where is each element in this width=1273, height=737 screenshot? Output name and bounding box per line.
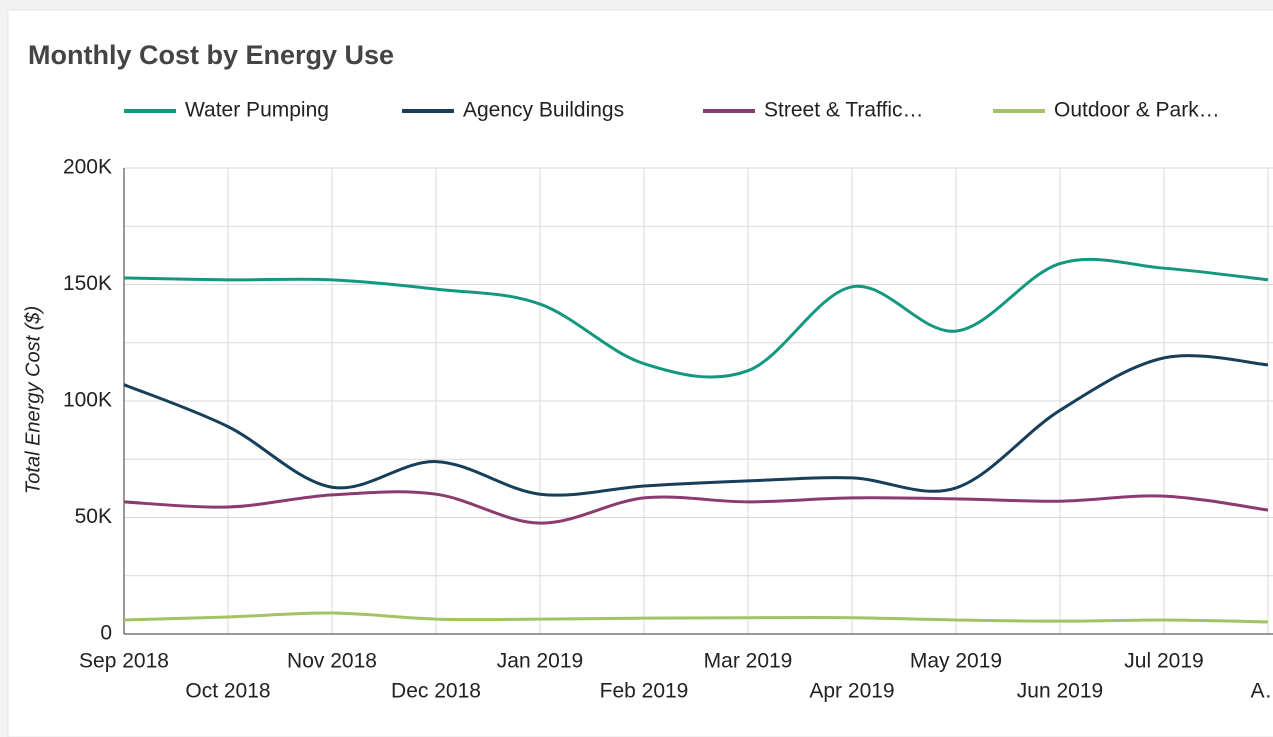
legend-label: Water Pumping — [185, 99, 329, 122]
y-tick-label: 0 — [100, 622, 112, 645]
series-line — [123, 354, 1269, 497]
x-tick-label: Apr 2019 — [809, 680, 894, 703]
series-line — [123, 611, 1269, 624]
x-tick-label: Dec 2018 — [391, 680, 481, 703]
y-tick-label: 200K — [63, 156, 112, 179]
x-tick-label: A… — [1250, 680, 1273, 703]
x-tick-label: Feb 2019 — [600, 680, 689, 703]
x-tick-label: Mar 2019 — [704, 650, 793, 673]
x-tick-label: Jan 2019 — [497, 650, 583, 673]
x-tick-label: Jun 2019 — [1017, 680, 1103, 703]
chart-title: Monthly Cost by Energy Use — [28, 40, 394, 70]
x-tick-label: Jul 2019 — [1124, 650, 1203, 673]
y-tick-label: 150K — [63, 272, 112, 295]
x-tick-label: Oct 2018 — [185, 680, 270, 703]
x-tick-label: Sep 2018 — [79, 650, 169, 673]
x-tick-label: May 2019 — [910, 650, 1002, 673]
x-tick-label: Nov 2018 — [287, 650, 377, 673]
series-line — [123, 490, 1269, 525]
series-line — [123, 257, 1269, 379]
y-axis-label: Total Energy Cost ($) — [22, 306, 44, 494]
y-tick-label: 100K — [63, 389, 112, 412]
legend-label: Agency Buildings — [463, 99, 624, 122]
legend-label: Outdoor & Park… — [1054, 99, 1220, 122]
y-tick-label: 50K — [75, 505, 112, 528]
legend-label: Street & Traffic… — [764, 99, 924, 122]
